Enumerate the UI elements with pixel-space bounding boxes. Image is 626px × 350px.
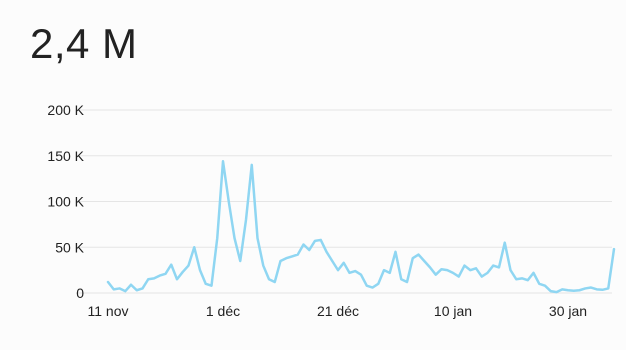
series-layer — [106, 159, 616, 294]
y-tick-label: 200 K — [47, 102, 84, 118]
y-tick-label: 100 K — [47, 194, 84, 210]
y-axis-ticks: 0 50 K 100 K 150 K 200 K — [47, 102, 84, 301]
x-tick-label: 30 jan — [549, 303, 587, 319]
y-tick-label: 0 — [76, 285, 84, 301]
x-tick-label: 10 jan — [434, 303, 472, 319]
y-tick-label: 150 K — [47, 148, 84, 164]
x-tick-label: 11 nov — [88, 303, 129, 319]
x-tick-label: 21 déc — [317, 303, 359, 319]
series-line — [106, 159, 616, 294]
x-tick-label: 1 déc — [206, 303, 240, 319]
total-value: 2,4 M — [30, 20, 138, 67]
y-tick-label: 50 K — [55, 239, 84, 255]
grid-lines — [76, 109, 612, 294]
x-axis-ticks: 11 nov 1 déc 21 déc 10 jan 30 jan — [88, 303, 588, 319]
